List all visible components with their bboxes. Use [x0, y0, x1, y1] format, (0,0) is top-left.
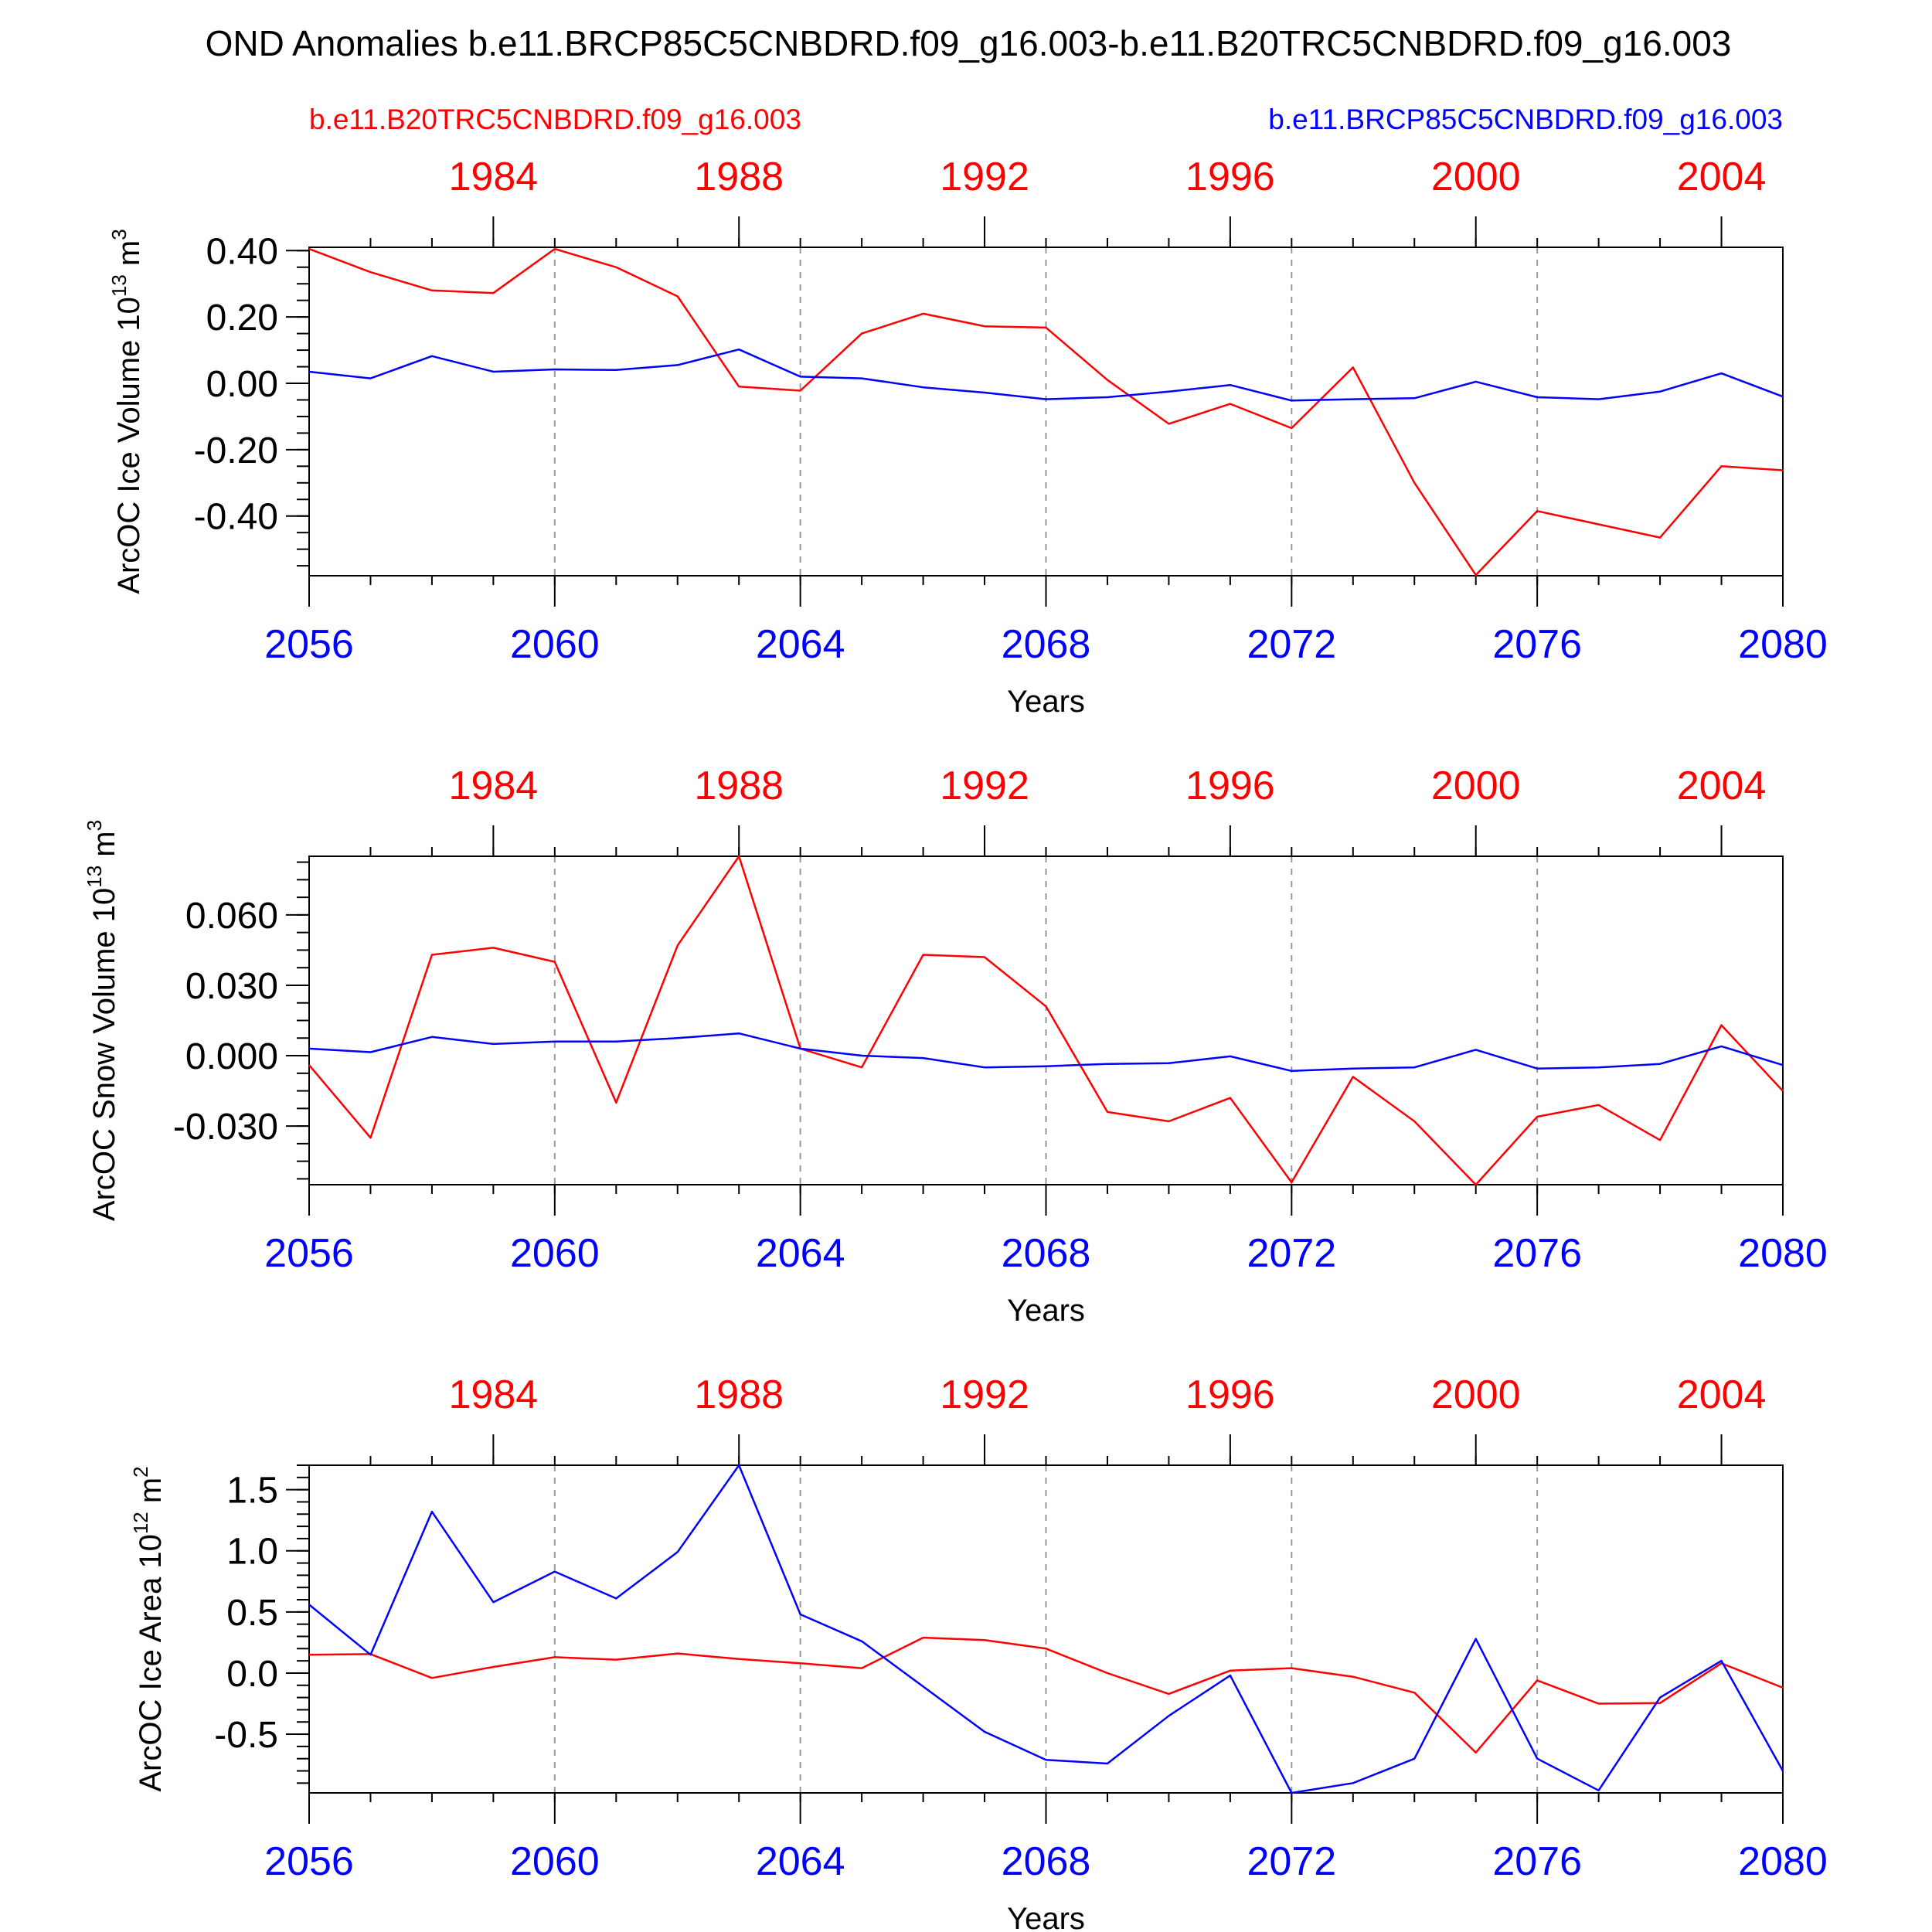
x-tick-label: 2060 — [510, 622, 600, 667]
x-top-tick-label: 1988 — [694, 764, 784, 808]
x-top-tick-label: 2000 — [1431, 155, 1521, 199]
legend-right-label: b.e11.BRCP85C5CNBDRD.f09_g16.003 — [1268, 104, 1783, 135]
x-tick-label: 2076 — [1492, 622, 1582, 667]
y-tick-label: -0.40 — [194, 497, 278, 538]
x-top-tick-label: 2004 — [1677, 1372, 1767, 1417]
y-axis-title-part: 13 — [83, 866, 106, 888]
chart-panel-3: 2056 2060 2064 2068 2072 2076 2080 1984 1988 1992… — [129, 1372, 1828, 1932]
x-tick-label: 2060 — [510, 1231, 600, 1276]
x-tick-label: 2080 — [1738, 1839, 1828, 1884]
y-tick-label: 0.000 — [185, 1036, 278, 1077]
x-tick-label: 2076 — [1492, 1231, 1582, 1276]
x-top-tick-label: 1988 — [694, 155, 784, 199]
y-axis-title-part: ArcOC Ice Area 10 — [134, 1534, 168, 1791]
y-tick-label: -0.030 — [173, 1107, 278, 1148]
x-top-tick-label: 2000 — [1431, 1372, 1521, 1417]
y-axis-title-part: 12 — [129, 1512, 152, 1534]
x-top-tick-label: 1992 — [940, 155, 1029, 199]
y-tick-label: 1.0 — [226, 1532, 278, 1573]
y-axis-title: ArcOC Snow Volume 1013 m3 — [83, 820, 121, 1221]
y-tick-label: 1.5 — [226, 1471, 278, 1512]
x-top-tick-label: 1984 — [449, 1372, 539, 1417]
x-tick-label: 2068 — [1002, 1231, 1091, 1276]
series-line-future — [308, 1464, 1784, 1794]
y-tick-label: 0.40 — [206, 231, 278, 272]
y-axis-title-part: m — [134, 1478, 168, 1512]
x-tick-label: 2076 — [1492, 1839, 1582, 1884]
x-top-tick-label: 1992 — [940, 1372, 1029, 1417]
series-line-future — [308, 348, 1784, 402]
y-axis-title-part: 13 — [107, 274, 131, 297]
x-tick-label: 2068 — [1002, 1839, 1091, 1884]
x-tick-label: 2056 — [264, 1839, 354, 1884]
x-tick-label: 2064 — [756, 622, 845, 667]
x-tick-label: 2064 — [756, 1839, 845, 1884]
x-tick-label: 2072 — [1247, 1839, 1336, 1884]
y-axis-title-part: m — [112, 240, 146, 274]
x-tick-label: 2068 — [1002, 622, 1091, 667]
x-tick-label: 2060 — [510, 1839, 600, 1884]
chart-panel-2: 2056 2060 2064 2068 2072 2076 2080 1984 1988 1992… — [83, 764, 1828, 1328]
y-axis-title-part: m — [87, 831, 121, 865]
legend-left-label: b.e11.B20TRC5CNBDRD.f09_g16.003 — [309, 104, 801, 135]
y-tick-label: 0.5 — [226, 1593, 278, 1634]
y-tick-label: 0.030 — [185, 966, 278, 1007]
x-tick-label: 2056 — [264, 622, 354, 667]
series-line-historical — [308, 247, 1784, 577]
x-axis-title: Years — [1007, 1902, 1085, 1932]
x-tick-label: 2080 — [1738, 622, 1828, 667]
y-tick-label: -0.5 — [214, 1715, 278, 1756]
chart-panel-1: 2056 2060 2064 2068 2072 2076 2080 1984 1988 1992… — [107, 155, 1828, 719]
x-tick-label: 2072 — [1247, 622, 1336, 667]
x-top-tick-label: 1992 — [940, 764, 1029, 808]
y-tick-label: 0.060 — [185, 896, 278, 937]
x-top-tick-label: 1984 — [449, 764, 539, 808]
figure-title: OND Anomalies b.e11.BRCP85C5CNBDRD.f09_g… — [206, 23, 1732, 63]
series-line-future — [308, 1032, 1784, 1073]
y-axis-title: ArcOC Ice Area 1012 m2 — [129, 1466, 168, 1791]
y-axis-title-part: 2 — [129, 1466, 152, 1477]
x-top-tick-label: 2000 — [1431, 764, 1521, 808]
series-line-historical — [308, 855, 1784, 1186]
x-axis-title: Years — [1007, 685, 1085, 719]
y-axis-title: ArcOC Ice Volume 1013 m3 — [107, 229, 146, 594]
y-tick-label: 0.0 — [226, 1654, 278, 1695]
x-tick-label: 2056 — [264, 1231, 354, 1276]
x-top-tick-label: 2004 — [1677, 764, 1767, 808]
y-axis-title-part: ArcOC Snow Volume 10 — [87, 888, 121, 1221]
x-top-tick-label: 1996 — [1185, 155, 1275, 199]
y-axis-title-part: 3 — [83, 820, 106, 831]
series-line-historical — [308, 1636, 1784, 1754]
y-tick-label: 0.20 — [206, 298, 278, 338]
x-tick-label: 2080 — [1738, 1231, 1828, 1276]
x-tick-label: 2064 — [756, 1231, 845, 1276]
x-top-tick-label: 1996 — [1185, 1372, 1275, 1417]
x-axis-title: Years — [1007, 1294, 1085, 1328]
x-top-tick-label: 2004 — [1677, 155, 1767, 199]
y-axis-title-part: ArcOC Ice Volume 10 — [112, 297, 146, 594]
x-top-tick-label: 1996 — [1185, 764, 1275, 808]
x-top-tick-label: 1988 — [694, 1372, 784, 1417]
y-axis-title-part: 3 — [107, 229, 131, 240]
x-top-tick-label: 1984 — [449, 155, 539, 199]
x-tick-label: 2072 — [1247, 1231, 1336, 1276]
y-tick-label: -0.20 — [194, 430, 278, 471]
y-tick-label: 0.00 — [206, 364, 278, 405]
